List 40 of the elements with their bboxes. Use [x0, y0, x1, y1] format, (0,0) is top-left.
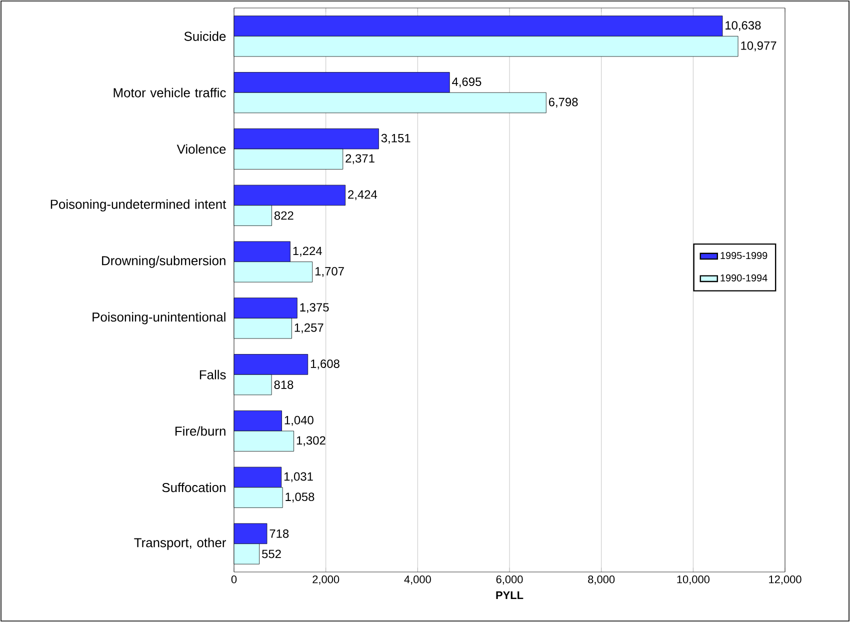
data-label: 1,031	[284, 472, 313, 482]
data-label: 10,977	[741, 41, 776, 52]
data-label: 2,371	[346, 154, 374, 164]
data-label: 1,302	[296, 436, 326, 446]
data-label: 552	[262, 550, 281, 558]
legend-label: 1990-1994	[720, 274, 768, 282]
x-tick-label: 2,000	[312, 576, 340, 585]
x-tick-label: 0	[231, 576, 237, 584]
legend-label: 1995-1999	[720, 252, 768, 260]
data-label: 818	[274, 380, 294, 389]
x-tick-label: 4,000	[404, 576, 431, 585]
data-label: 3,151	[381, 134, 410, 144]
y-tick-label: Falls	[200, 370, 226, 380]
data-label: 10,638	[726, 21, 761, 31]
data-label: 1,707	[315, 267, 344, 277]
data-label: 1,608	[310, 360, 340, 370]
data-label: 1,257	[294, 323, 324, 334]
x-tick-label: 12,000	[769, 576, 802, 585]
y-tick-label: Violence	[176, 144, 226, 154]
data-label: 1,224	[293, 246, 322, 257]
y-tick-label: Drowning/submersion	[102, 256, 226, 268]
x-tick-label: 6,000	[496, 576, 523, 585]
data-label: 2,424	[348, 190, 378, 200]
y-tick-label: Transport, other	[134, 538, 226, 550]
y-tick-label: Fire/burn	[175, 426, 226, 436]
data-label: 718	[270, 529, 289, 538]
data-label: 1,058	[286, 492, 314, 502]
y-tick-label: Suicide	[184, 31, 226, 41]
data-label: 1,375	[300, 303, 329, 313]
x-tick-label: 8,000	[588, 576, 615, 585]
data-label: 1,040	[284, 416, 314, 426]
y-tick-label: Poisoning-unintentional	[92, 312, 226, 324]
data-label: 6,798	[548, 98, 578, 108]
y-tick-label: Poisoning-undetermined intent	[50, 199, 226, 212]
x-tick-label: 10,000	[677, 576, 710, 585]
y-tick-label: Motor vehicle traffic	[114, 88, 226, 98]
x-axis-title: PYLL	[496, 591, 524, 599]
data-label: 822	[274, 211, 294, 220]
y-tick-label: Suffocation	[162, 482, 226, 492]
data-label: 4,695	[452, 78, 482, 88]
